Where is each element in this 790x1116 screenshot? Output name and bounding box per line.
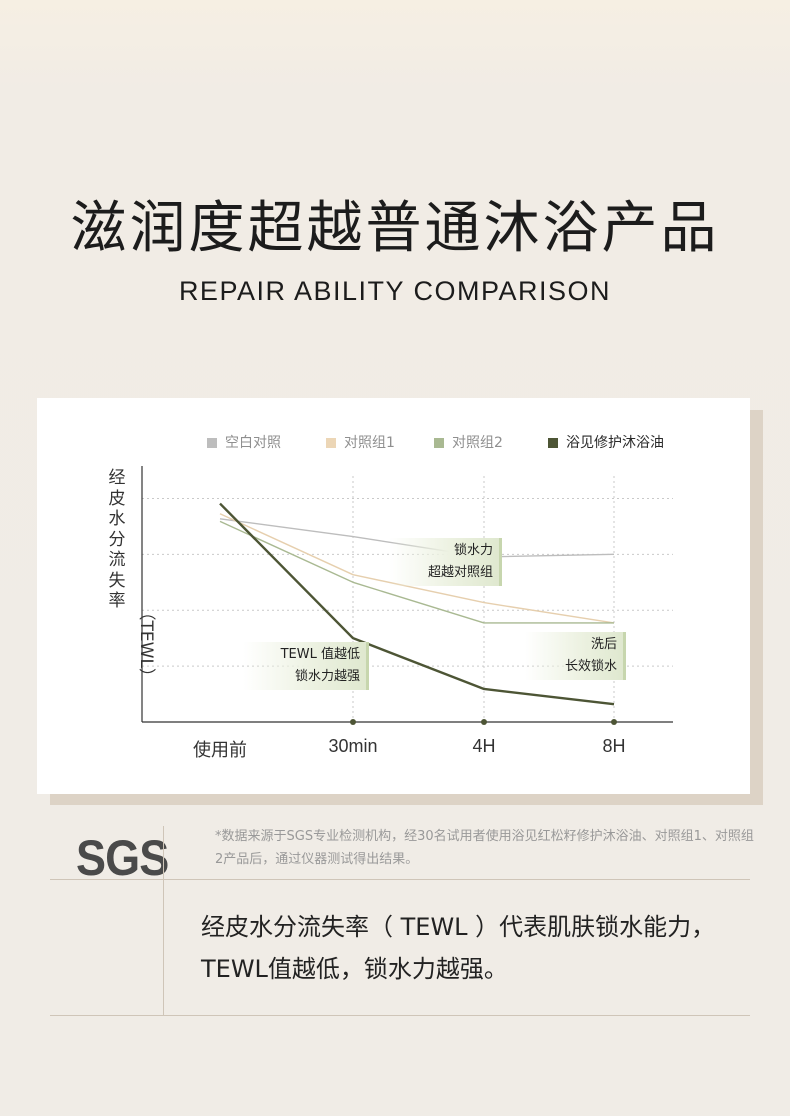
legend-label: 对照组2: [452, 435, 503, 451]
page-title: 滋润度超越普通沐浴产品: [70, 196, 720, 261]
divider-horizontal: [50, 879, 750, 880]
data-source-footnote: *数据来源于SGS专业检测机构，经30名试用者使用浴见红松籽修护沐浴油、对照组1…: [215, 829, 754, 867]
series-line-3: [219, 520, 614, 624]
legend-swatch-icon: [548, 438, 558, 448]
legend-label: 对照组1: [344, 435, 395, 451]
series-line-4: [219, 502, 615, 706]
x-tick-label: 使用前: [193, 740, 247, 761]
x-tick-label: 8H: [602, 736, 626, 756]
axes: [141, 466, 673, 725]
annotation-callout: 洗后 长效锁水: [525, 632, 626, 680]
x-tick-label: 4H: [472, 736, 496, 756]
legend-label: 浴见修护沐浴油: [566, 435, 664, 451]
x-tick-dot: [350, 719, 356, 725]
line-chart: [141, 466, 673, 725]
page-subtitle: REPAIR ABILITY COMPARISON: [178, 276, 612, 306]
series-line-2: [219, 513, 615, 624]
annotation-callout: 锁水力 超越对照组: [389, 538, 502, 586]
legend-swatch-icon: [326, 438, 336, 448]
legend-swatch-icon: [207, 438, 217, 448]
annotation-callout: TEWL 值越低 锁水力越强: [243, 642, 369, 690]
x-tick-label: 30min: [328, 736, 378, 756]
y-axis-label: 经皮水分流失率 （TEWL）: [105, 468, 156, 684]
x-tick-dot: [481, 719, 487, 725]
y-axis-label-text: 经皮水分流失率: [108, 468, 126, 611]
divider-vertical: [163, 826, 164, 1016]
legend-swatch-icon: [434, 438, 444, 448]
annotation-line: 锁水力越强: [294, 669, 360, 684]
sgs-logo: SGS: [76, 830, 169, 886]
x-tick-dot: [611, 719, 617, 725]
divider-horizontal: [50, 1015, 750, 1016]
legend-item-control2: 对照组2: [434, 434, 503, 452]
annotation-line: 洗后: [590, 637, 617, 652]
legend-label: 空白对照: [225, 435, 281, 451]
tewl-description: 经皮水分流失率（ TEWL ）代表肌肤锁水能力，TEWL值越低，锁水力越强。: [201, 913, 716, 983]
annotation-line: 长效锁水: [564, 659, 617, 674]
chart-card: 空白对照 对照组1 对照组2 浴见修护沐浴油 经皮水分流失率 （TEWL） 使用…: [37, 398, 750, 794]
legend-item-product: 浴见修护沐浴油: [548, 434, 664, 452]
annotation-line: 锁水力: [453, 543, 493, 558]
legend-item-blank: 空白对照: [207, 434, 281, 452]
annotation-line: TEWL 值越低: [280, 647, 360, 662]
legend-item-control1: 对照组1: [326, 434, 395, 452]
annotation-line: 超越对照组: [427, 565, 493, 580]
